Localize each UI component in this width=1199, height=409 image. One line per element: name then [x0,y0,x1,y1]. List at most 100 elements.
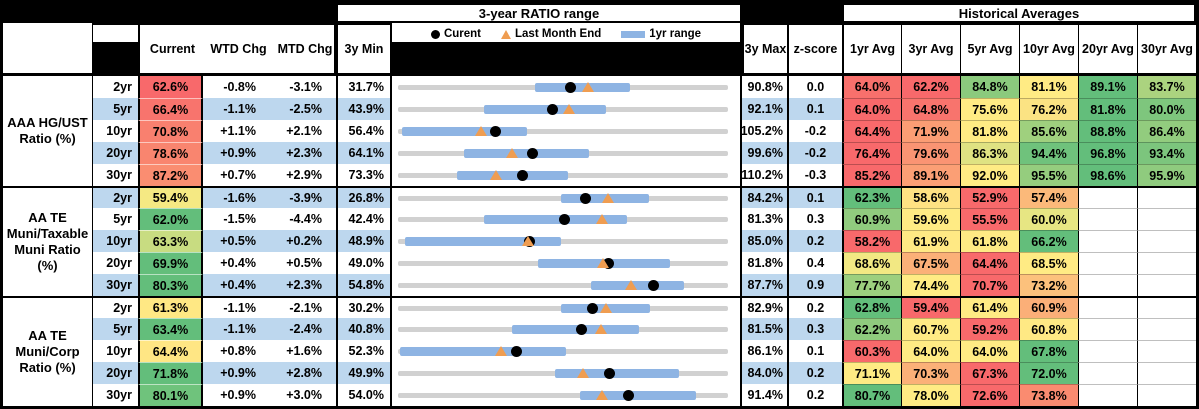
last-month-triangle [581,82,594,92]
3y-max-cell: 105.2% [742,120,787,142]
last-month-triangle [521,236,534,246]
avg-cell-3yr: 74.4% [901,274,960,296]
avg-cell-5yr: 86.3% [960,142,1019,164]
3y-max-cell: 92.1% [742,98,787,120]
avg-cell-3yr: 59.6% [901,208,960,230]
mtd-chg-cell: -2.4% [270,318,336,340]
avg-cell-10yr: 76.2% [1019,98,1078,120]
mtd-chg-cell: -3.1% [270,76,336,98]
1yr-range-bar [399,346,566,356]
table-grid: 3-year RATIO range Historical Averages C… [3,3,1196,406]
mtd-chg-cell: +2.3% [270,142,336,164]
avg-cell-30yr: 95.9% [1137,164,1196,186]
current-value-cell: 70.8% [138,120,203,142]
tenor-label: 5yr [93,318,138,340]
avg-cell-20yr [1078,230,1137,252]
avg-cell-30yr: 83.7% [1137,76,1196,98]
tenor-label: 10yr [93,340,138,362]
3y-max-cell: 84.2% [742,186,787,208]
current-dot [565,81,577,93]
current-value-cell: 63.3% [138,230,203,252]
z-score-header: z-score [787,23,842,76]
avg-cell-30yr [1137,384,1196,406]
1yr-range-bar [404,236,562,246]
3y-max-header: 3y Max [742,23,787,76]
range-chart-cell [390,362,742,384]
3y-min-cell: 30.2% [336,296,390,318]
avg-cell-1yr: 80.7% [842,384,901,406]
avg-cell-1yr: 85.2% [842,164,901,186]
mtd-chg-cell: +2.3% [270,274,336,296]
avg-cell-10yr: 66.2% [1019,230,1078,252]
avg-cell-5yr: 67.3% [960,362,1019,384]
current-value-cell: 63.4% [138,318,203,340]
mtd-chg-cell: +3.0% [270,384,336,406]
z-score-cell: 0.2 [787,296,842,318]
avg-cell-30yr [1137,296,1196,318]
1yr-range-bar [401,126,528,136]
avg-cell-30yr: 93.4% [1137,142,1196,164]
avg-cell-20yr [1078,384,1137,406]
current-dot [575,323,587,335]
avg-cell-5yr: 84.8% [960,76,1019,98]
current-dot-icon [430,29,440,39]
avg-cell-20yr [1078,340,1137,362]
chart-header-cell: Curent Last Month End 1yr range [390,23,742,76]
tenor-label: 20yr [93,252,138,274]
current-header: Current [149,42,196,56]
avg-cell-5yr: 52.9% [960,186,1019,208]
wtd-chg-cell: -1.1% [203,296,270,318]
z-score-cell: -0.3 [787,164,842,186]
avg-cell-3yr: 71.9% [901,120,960,142]
last-month-triangle [595,214,608,224]
z-score-cell: 0.3 [787,318,842,340]
mtd-chg-cell: +2.9% [270,164,336,186]
avg-cell-10yr: 60.8% [1019,318,1078,340]
avg-cell-3yr: 58.6% [901,186,960,208]
3y-min-cell: 31.7% [336,76,390,98]
current-dot [489,125,501,137]
current-value-cell: 71.8% [138,362,203,384]
range-bar-icon [621,30,646,38]
last-month-triangle-icon [501,29,512,39]
z-score-cell: 0.4 [787,252,842,274]
avg-header-3yr: 3yr Avg [901,23,960,76]
current-value-cell: 59.4% [138,186,203,208]
current-dot [546,103,558,115]
3y-max-cell: 84.0% [742,362,787,384]
avg-header-10yr: 10yr Avg [1019,23,1078,76]
range-chart-cell [390,340,742,362]
avg-cell-10yr: 73.2% [1019,274,1078,296]
avg-cell-5yr: 70.7% [960,274,1019,296]
avg-cell-20yr [1078,274,1137,296]
current-value-cell: 66.4% [138,98,203,120]
avg-cell-30yr [1137,208,1196,230]
tenor-header-black-block [93,42,138,73]
legend-current-label: Curent [443,28,482,40]
wtd-chg-cell: +0.5% [203,230,270,252]
avg-cell-30yr [1137,274,1196,296]
avg-cell-30yr: 80.0% [1137,98,1196,120]
chart-header-black-block [392,42,740,73]
avg-cell-30yr: 86.4% [1137,120,1196,142]
tenor-label: 2yr [93,186,138,208]
range-chart-cell [390,98,742,120]
current-value-cell: 80.1% [138,384,203,406]
wtd-chg-cell: +0.7% [203,164,270,186]
avg-cell-5yr: 61.8% [960,230,1019,252]
avg-cell-3yr: 60.7% [901,318,960,340]
z-score-cell: 0.2 [787,384,842,406]
tenor-label: 30yr [93,274,138,296]
3y-min-cell: 26.8% [336,186,390,208]
current-dot [604,367,616,379]
avg-cell-1yr: 62.3% [842,186,901,208]
3y-max-cell: 91.4% [742,384,787,406]
avg-cell-20yr: 89.1% [1078,76,1137,98]
tenor-label: 20yr [93,142,138,164]
mtd-chg-cell: -2.1% [270,296,336,318]
tenor-label: 2yr [93,296,138,318]
3y-range-track [398,282,728,288]
3y-min-cell: 52.3% [336,340,390,362]
avg-cell-1yr: 76.4% [842,142,901,164]
avg-cell-10yr: 60.0% [1019,208,1078,230]
